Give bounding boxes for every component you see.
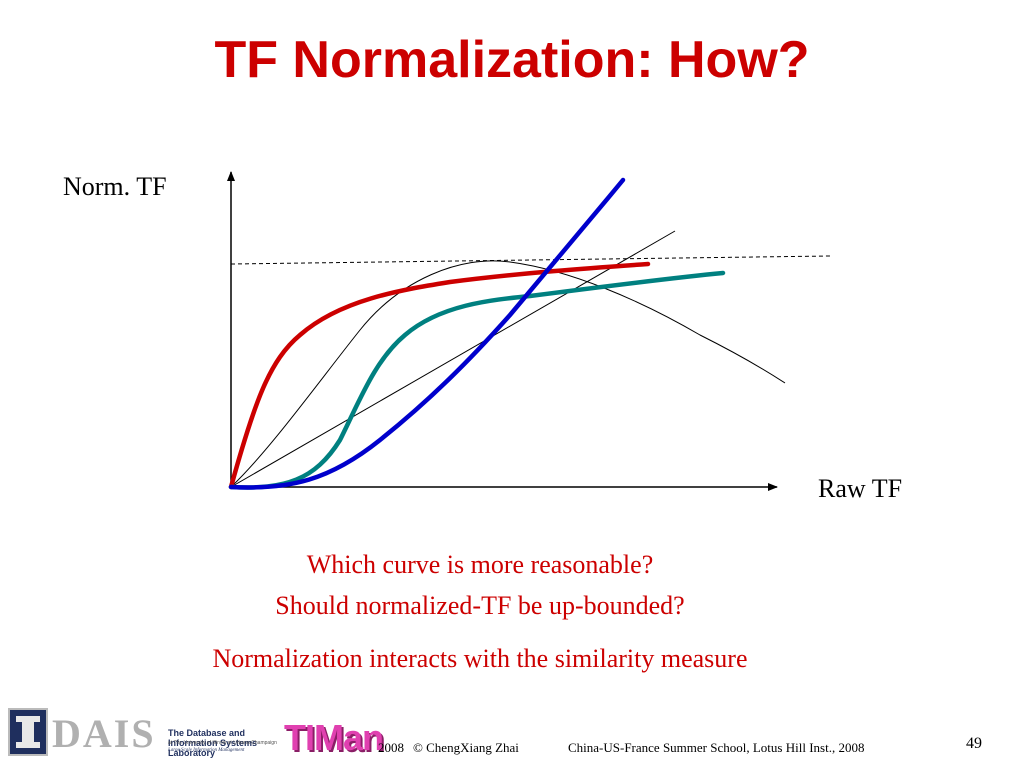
question-upper-bound: Should normalized-TF be up-bounded? xyxy=(275,591,685,620)
linear-curve xyxy=(230,230,676,488)
question-curve-reasonable: Which curve is more reasonable? xyxy=(306,550,654,579)
teal-sshape-curve xyxy=(228,270,726,490)
upper-bound-line xyxy=(230,255,831,265)
footer-event: China-US-France Summer School, Lotus Hil… xyxy=(568,740,865,755)
blue-unbounded-curve xyxy=(228,177,626,490)
x-axis-label: Raw TF xyxy=(818,474,903,503)
footer-year: 2008 xyxy=(378,740,404,755)
dais-university: at The University of Illinois at Urbana-… xyxy=(168,740,277,746)
timan-logo: TIMan xyxy=(284,717,384,758)
illinois-logo-icon xyxy=(8,708,48,756)
rise-decline-curve xyxy=(230,260,786,488)
tf-normalization-diagram xyxy=(227,171,831,491)
question-similarity-measure: Normalization interacts with the similar… xyxy=(212,644,748,673)
dais-tagline: Large Scale Information Management xyxy=(168,748,245,753)
slide-title: TF Normalization: How? xyxy=(214,31,810,89)
page-number: 49 xyxy=(966,735,982,752)
dais-logo: DAIS xyxy=(52,711,156,756)
dais-lab-name: The Database and Information Systems Lab… xyxy=(168,728,258,758)
footer-copyright: © ChengXiang Zhai xyxy=(413,740,519,755)
red-saturating-curve xyxy=(228,261,651,490)
y-axis-label: Norm. TF xyxy=(63,172,167,201)
